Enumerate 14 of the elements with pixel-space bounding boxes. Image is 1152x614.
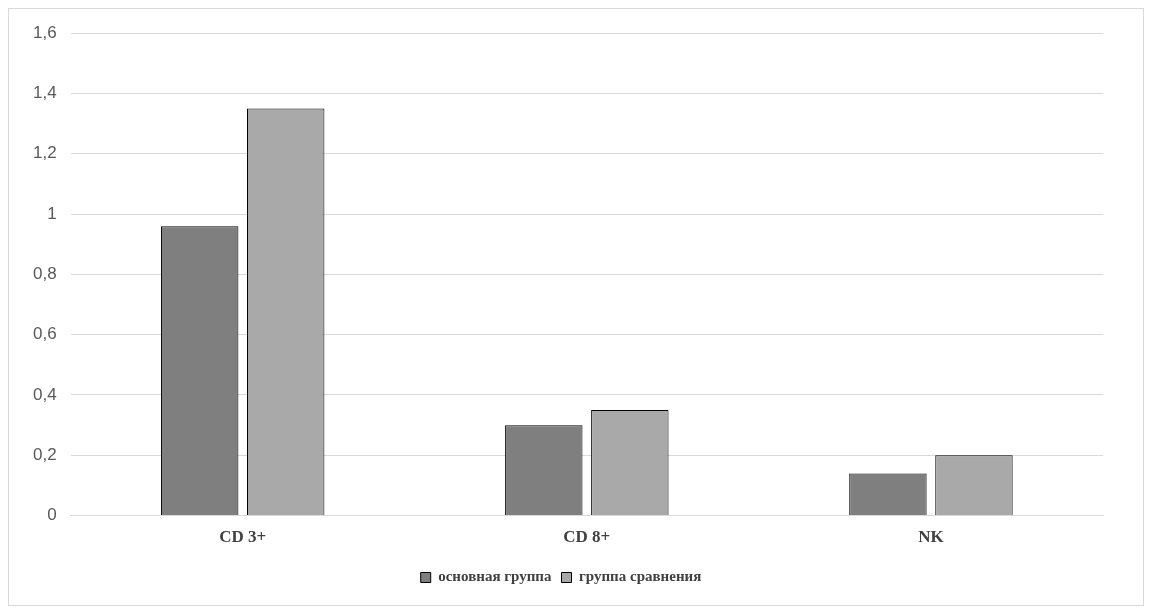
y-tick-label: 1,6 <box>32 22 57 42</box>
y-tick-label: 1,4 <box>32 83 57 103</box>
y-tick-label: 0,2 <box>32 444 57 464</box>
y-tick-label: 0,6 <box>32 324 57 344</box>
y-tick-label: 1 <box>47 203 57 223</box>
y-tick-label: 0,8 <box>32 264 57 284</box>
y-tick-label: 0 <box>47 505 57 525</box>
x-tick-label: CD 3+ <box>219 527 267 547</box>
x-tick-label: CD 8+ <box>563 527 611 547</box>
legend-label: группа сравнения <box>578 568 702 585</box>
y-tick-label: 1,2 <box>32 143 57 163</box>
x-tick-label: NK <box>918 527 945 547</box>
y-tick-label: 0,4 <box>32 384 57 404</box>
legend-label: основная группа <box>438 568 552 585</box>
